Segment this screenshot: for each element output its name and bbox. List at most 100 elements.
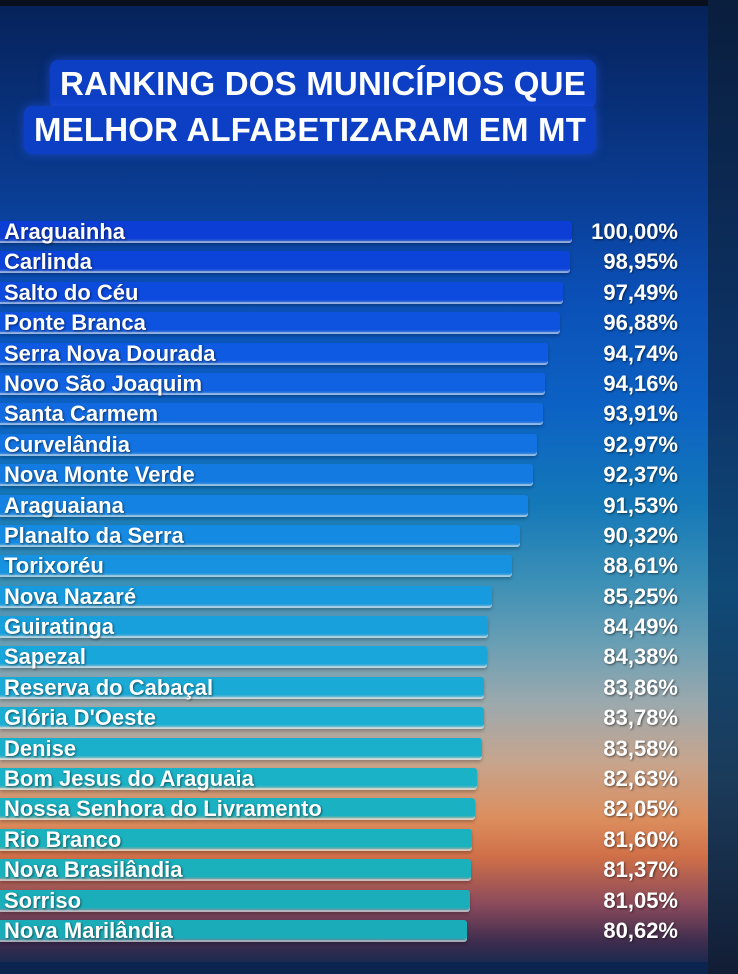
literacy-percentage: 83,58% [603,735,678,761]
municipality-name: Reserva do Cabaçal [4,674,214,700]
ranking-row: Ponte Branca 96,88% [0,310,708,340]
bottom-border [0,962,708,974]
top-border [0,0,738,6]
ranking-row: Torixoréu 88,61% [0,553,708,583]
ranking-bar [0,768,477,791]
ranking-bar [0,889,470,912]
municipality-name: Nova Monte Verde [4,462,195,488]
municipality-name: Torixoréu [4,553,104,579]
literacy-percentage: 84,49% [603,614,678,640]
municipality-name: Rio Branco [4,826,122,852]
municipality-name: Glória D'Oeste [4,705,156,731]
right-edge-strip [708,0,738,974]
literacy-percentage: 92,97% [603,431,678,457]
literacy-percentage: 100,00% [591,219,678,244]
literacy-percentage: 94,16% [603,370,678,396]
literacy-percentage: 82,05% [603,796,678,822]
ranking-bar [0,494,528,517]
ranking-bar [0,433,537,456]
ranking-row: Nossa Senhora do Livramento 82,05% [0,796,708,826]
literacy-percentage: 90,32% [603,522,678,548]
ranking-row: Reserva do Cabaçal 83,86% [0,675,708,705]
municipality-name: Bom Jesus do Araguaia [4,766,254,792]
literacy-percentage: 85,25% [603,583,678,609]
ranking-bar [0,646,487,669]
literacy-percentage: 84,38% [603,644,678,670]
ranking-row: Carlinda 98,95% [0,249,708,279]
title-line-2: MELHOR ALFABETIZARAM EM MT [24,106,597,154]
ranking-list: Araguainha 100,00% Carlinda 98,95% Salto do … [0,219,708,948]
literacy-percentage: 81,37% [603,857,678,883]
ranking-row: Salto do Céu 97,49% [0,280,708,310]
title-line-1: RANKING DOS MUNICÍPIOS QUE [50,60,596,108]
ranking-row: Rio Branco 81,60% [0,827,708,857]
chart-title: RANKING DOS MUNICÍPIOS QUE MELHOR ALFABE… [24,60,644,162]
municipality-name: Nova Brasilândia [4,857,183,883]
municipality-name: Serra Nova Dourada [4,340,216,366]
ranking-row: Araguaiana 91,53% [0,493,708,523]
ranking-row: Novo São Joaquim 94,16% [0,371,708,401]
ranking-bar [0,464,533,487]
municipality-name: Salto do Céu [4,279,139,305]
literacy-percentage: 97,49% [603,279,678,305]
municipality-name: Nova Nazaré [4,583,137,609]
ranking-row: Nova Monte Verde 92,37% [0,462,708,492]
municipality-name: Planalto da Serra [4,522,184,548]
ranking-bar [0,281,563,304]
ranking-row: Sorriso 81,05% [0,888,708,918]
ranking-row: Santa Carmem 93,91% [0,401,708,431]
literacy-percentage: 80,62% [603,917,678,943]
municipality-name: Guiratinga [4,614,115,640]
literacy-percentage: 93,91% [603,401,678,427]
ranking-bar [0,342,548,365]
ranking-bar [0,251,570,274]
municipality-name: Novo São Joaquim [4,370,203,396]
ranking-bar [0,737,482,760]
municipality-name: Curvelândia [4,431,130,457]
ranking-row: Curvelândia 92,97% [0,432,708,462]
ranking-bar [0,372,545,395]
literacy-percentage: 88,61% [603,553,678,579]
ranking-row: Planalto da Serra 90,32% [0,523,708,553]
ranking-bar [0,524,520,547]
ranking-row: Serra Nova Dourada 94,74% [0,341,708,371]
municipality-name: Sapezal [4,644,86,670]
literacy-percentage: 94,74% [603,340,678,366]
ranking-bar [0,919,467,942]
municipality-name: Nossa Senhora do Livramento [4,796,322,822]
ranking-row: Araguainha 100,00% [0,219,708,249]
municipality-name: Santa Carmem [4,401,159,427]
ranking-bar [0,585,492,608]
literacy-percentage: 91,53% [603,492,678,518]
literacy-percentage: 96,88% [603,310,678,336]
ranking-bar [0,828,472,851]
ranking-row: Bom Jesus do Araguaia 82,63% [0,766,708,796]
literacy-percentage: 82,63% [603,766,678,792]
municipality-name: Nova Marilândia [4,917,173,943]
ranking-bar [0,221,572,243]
ranking-bar [0,312,560,335]
municipality-name: Carlinda [4,249,93,275]
literacy-percentage: 81,60% [603,826,678,852]
municipality-name: Araguaiana [4,492,124,518]
ranking-bar [0,707,484,730]
municipality-name: Araguainha [4,219,126,244]
ranking-bar [0,555,512,578]
ranking-row: Nova Brasilândia 81,37% [0,857,708,887]
ranking-row: Guiratinga 84,49% [0,614,708,644]
literacy-percentage: 92,37% [603,462,678,488]
ranking-row: Glória D'Oeste 83,78% [0,705,708,735]
literacy-percentage: 98,95% [603,249,678,275]
ranking-row: Nova Marilândia 80,62% [0,918,708,948]
ranking-bar [0,798,475,821]
ranking-bar [0,859,471,882]
ranking-bar [0,403,543,426]
municipality-name: Sorriso [4,887,82,913]
municipality-name: Denise [4,735,77,761]
ranking-bar [0,676,484,699]
ranking-row: Sapezal 84,38% [0,644,708,674]
literacy-percentage: 83,78% [603,705,678,731]
municipality-name: Ponte Branca [4,310,146,336]
literacy-percentage: 83,86% [603,674,678,700]
ranking-row: Denise 83,58% [0,736,708,766]
